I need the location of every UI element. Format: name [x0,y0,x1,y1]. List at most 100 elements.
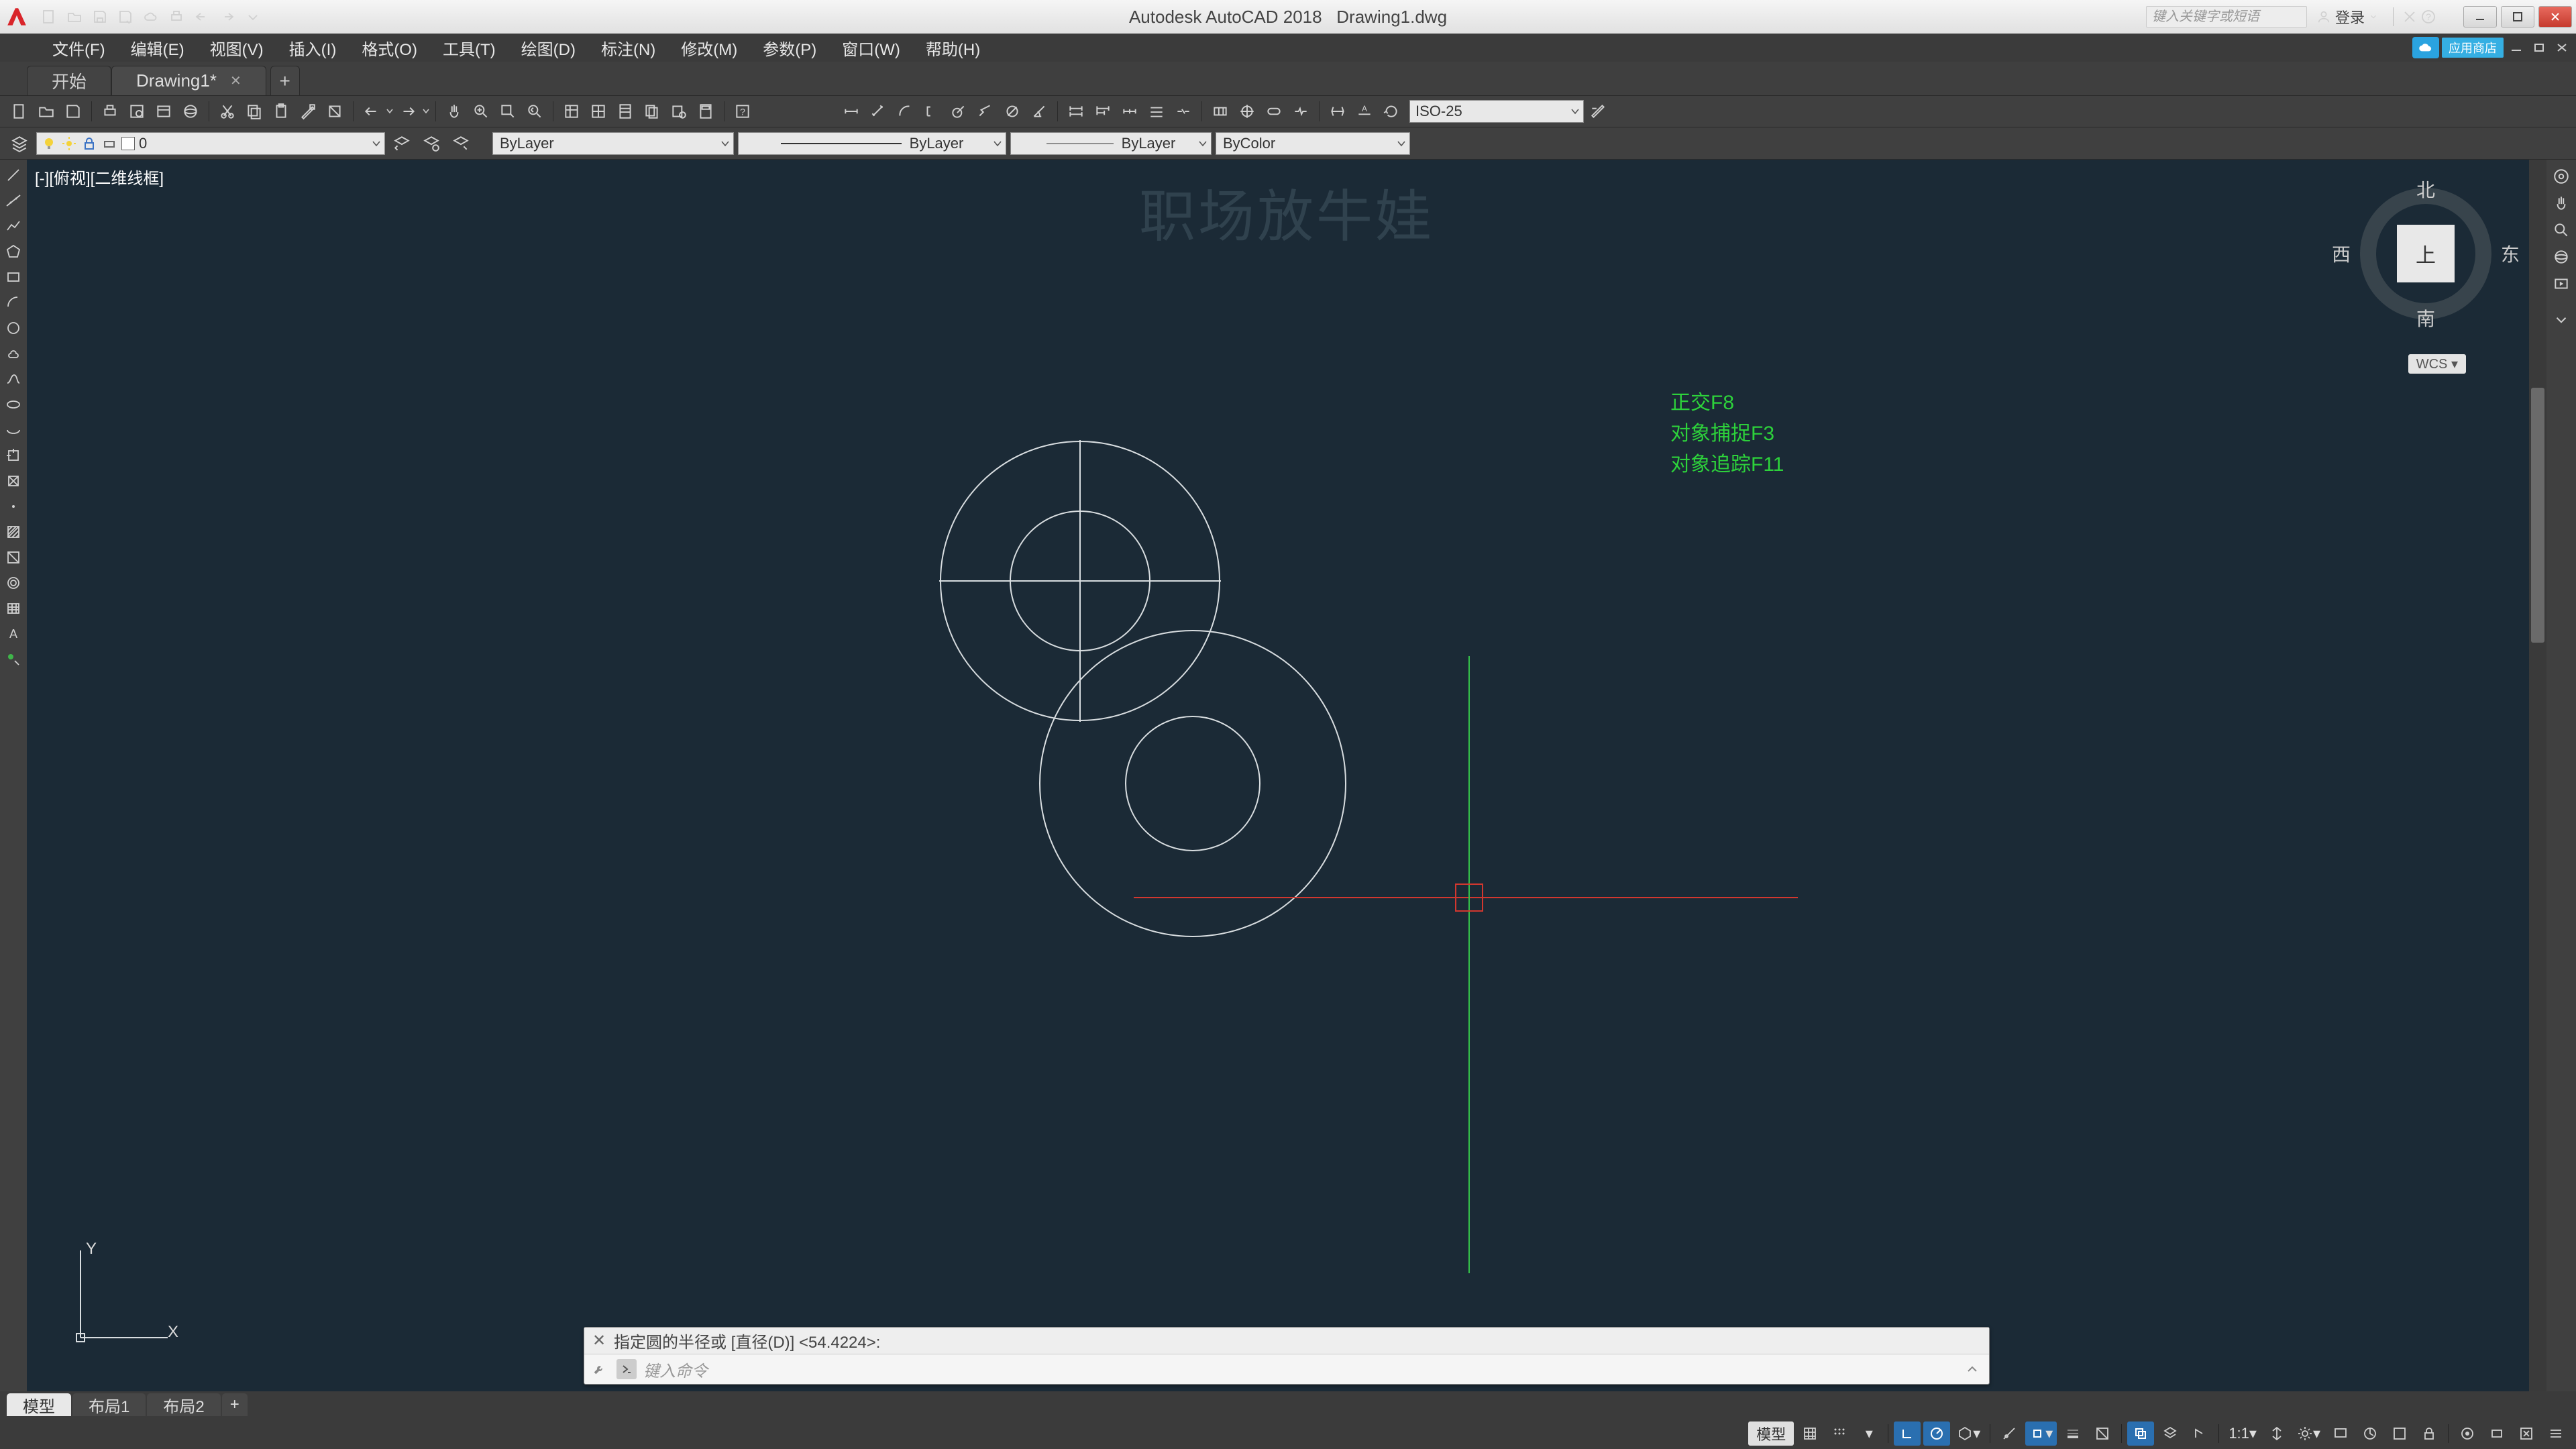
dimstyle-manager-icon[interactable] [1585,99,1611,124]
transparency-icon[interactable] [2089,1421,2116,1446]
wheel-icon[interactable] [2548,164,2574,189]
qat-save-icon[interactable] [89,5,111,28]
dimedit-icon[interactable] [1325,99,1350,124]
annovis-icon[interactable] [2263,1421,2290,1446]
linetype-combo[interactable]: ByLayer [738,132,1006,155]
isolate-icon[interactable] [2454,1421,2481,1446]
layer-manager-icon[interactable] [7,131,32,156]
tab-close-icon[interactable]: ✕ [230,72,241,89]
plotstyle-combo[interactable]: ByColor [1216,132,1410,155]
3ddwf-icon[interactable] [178,99,203,124]
close-button[interactable] [2538,6,2572,28]
zoom-nav-icon[interactable] [2548,217,2574,243]
insert-icon[interactable] [2,444,25,467]
dimstyle-combo[interactable]: ISO-25 [1409,100,1584,123]
cloud-apps-icon[interactable] [2412,37,2439,58]
addselected-icon[interactable] [2,648,25,671]
hatch-icon[interactable] [2,521,25,543]
copy-icon[interactable] [241,99,267,124]
layout-model[interactable]: 模型 [7,1393,71,1416]
centermark-icon[interactable] [1234,99,1260,124]
block-icon[interactable] [2,470,25,492]
gradient-icon[interactable] [2,546,25,569]
nav-collapse-icon[interactable] [2548,307,2574,333]
paste-icon[interactable] [268,99,294,124]
layer-state-icon[interactable] [419,131,444,156]
command-window[interactable]: ✕ 指定圆的半径或 [直径(D)] <54.4224>: 键入命令 [584,1327,1990,1385]
rectangle-icon[interactable] [2,266,25,288]
designcenter-icon[interactable] [586,99,611,124]
ellipse-icon[interactable] [2,393,25,416]
tab-drawing1[interactable]: Drawing1*✕ [111,66,266,95]
dimtedit-icon[interactable]: A [1352,99,1377,124]
joglinear-icon[interactable] [1288,99,1313,124]
tab-start[interactable]: 开始 [27,66,111,95]
mtext-icon[interactable]: A [2,623,25,645]
markup-icon[interactable] [666,99,692,124]
blockeditor-icon[interactable] [322,99,347,124]
dim-aligned-icon[interactable] [865,99,891,124]
point-icon[interactable] [2,495,25,518]
osnap-icon[interactable]: ▾ [2025,1421,2057,1446]
cmd-recent-icon[interactable] [1965,1362,1985,1377]
cmd-close-icon[interactable]: ✕ [588,1330,610,1352]
maximize-button[interactable] [2501,6,2534,28]
quickprops-icon[interactable] [2386,1421,2413,1446]
search-input[interactable]: 键入关键字或短语 [2146,6,2307,28]
menu-tools[interactable]: 工具(T) [431,32,508,64]
save-icon[interactable] [60,99,86,124]
inspection-icon[interactable] [1261,99,1287,124]
showmotion-icon[interactable] [2548,271,2574,297]
menu-format[interactable]: 格式(O) [350,32,429,64]
xline-icon[interactable] [2,189,25,212]
color-combo[interactable]: ByLayer [492,132,734,155]
dynucs-icon[interactable] [2186,1421,2213,1446]
qat-saveas-icon[interactable] [114,5,137,28]
pan-nav-icon[interactable] [2548,191,2574,216]
selection-cycle-icon[interactable] [2127,1421,2154,1446]
app-store-tag[interactable]: 应用商店 [2442,38,2504,58]
dim-angular-icon[interactable] [1026,99,1052,124]
ellipsearc-icon[interactable] [2,419,25,441]
menu-dimension[interactable]: 标注(N) [589,32,667,64]
pan-icon[interactable] [441,99,467,124]
zoom-window-icon[interactable] [495,99,521,124]
hardwareaccel-icon[interactable] [2483,1421,2510,1446]
new-icon[interactable] [7,99,32,124]
qat-redo-icon[interactable] [216,5,239,28]
region-icon[interactable] [2,572,25,594]
revcloud-icon[interactable] [2,342,25,365]
units-icon[interactable] [2357,1421,2383,1446]
dim-continue-icon[interactable] [1117,99,1142,124]
qat-print-icon[interactable] [165,5,188,28]
doc-minimize-icon[interactable] [2506,39,2526,56]
dim-break-icon[interactable] [1171,99,1196,124]
matchprop-icon[interactable] [295,99,321,124]
doc-restore-icon[interactable] [2529,39,2549,56]
polar-icon[interactable] [1923,1421,1950,1446]
menu-edit[interactable]: 编辑(E) [119,32,197,64]
dim-ordinate-icon[interactable] [919,99,945,124]
menu-parametric[interactable]: 参数(P) [751,32,828,64]
toolpalette-icon[interactable] [612,99,638,124]
qat-dropdown-icon[interactable] [241,5,264,28]
properties-icon[interactable] [559,99,584,124]
qat-open-icon[interactable] [63,5,86,28]
menu-view[interactable]: 视图(V) [198,32,276,64]
isodraft-icon[interactable]: ▾ [1953,1421,1984,1446]
menu-insert[interactable]: 插入(I) [277,32,349,64]
publish-icon[interactable] [151,99,176,124]
open-icon[interactable] [34,99,59,124]
dim-arc-icon[interactable] [892,99,918,124]
layer-combo[interactable]: 0 [36,132,385,155]
workspace-icon[interactable]: ▾ [2293,1421,2324,1446]
lineweight-combo[interactable]: ByLayer [1010,132,1212,155]
modelspace-toggle[interactable]: 模型 [1748,1421,1794,1446]
tolerance-icon[interactable] [1208,99,1233,124]
dim-radius-icon[interactable] [946,99,971,124]
polyline-icon[interactable] [2,215,25,237]
otrack-icon[interactable] [1996,1421,2023,1446]
scrollbar-vertical[interactable] [2529,160,2546,1391]
layout-1[interactable]: 布局1 [72,1393,146,1416]
line-icon[interactable] [2,164,25,186]
